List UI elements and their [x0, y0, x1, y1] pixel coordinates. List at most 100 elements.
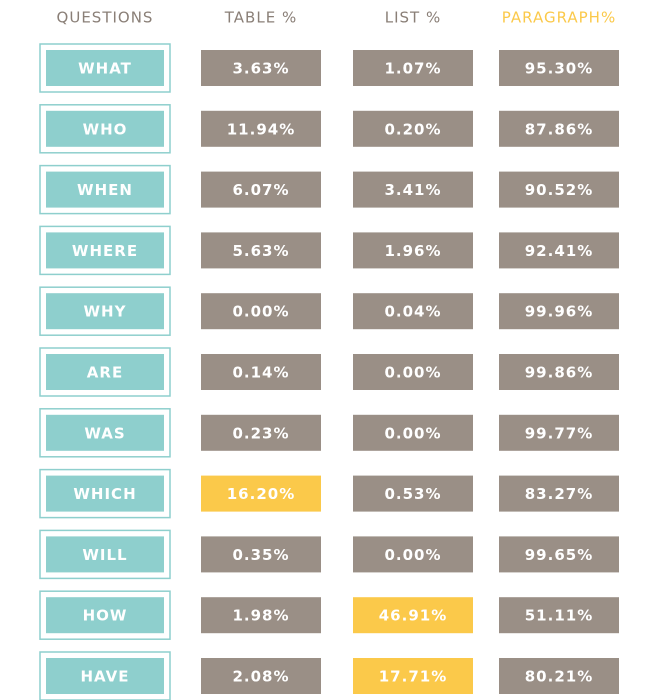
value-label: 95.30% — [525, 60, 593, 78]
question-frame — [39, 43, 171, 93]
value-label: 0.20% — [384, 120, 441, 138]
value-label: 99.77% — [525, 424, 593, 442]
value-label: 6.07% — [232, 181, 289, 199]
value-cell — [353, 232, 473, 269]
question-frame — [39, 164, 171, 215]
question-label: WHO — [83, 120, 128, 138]
value-label: 2.08% — [232, 668, 289, 686]
value-label: 11.94% — [227, 120, 295, 138]
column-header: QUESTIONS — [57, 9, 154, 27]
value-cell — [353, 293, 473, 330]
value-cell — [499, 475, 619, 512]
column-header: TABLE % — [224, 9, 297, 27]
question-box — [46, 536, 164, 573]
question-frame — [39, 225, 171, 276]
question-frame — [39, 590, 171, 640]
value-label: 83.27% — [525, 485, 593, 503]
question-frame — [39, 651, 171, 700]
question-frame — [39, 468, 171, 519]
question-label: WAS — [84, 424, 125, 442]
question-box — [46, 110, 164, 147]
question-label: WHERE — [72, 242, 138, 260]
column-header: PARAGRAPH% — [502, 9, 616, 27]
value-label: 16.20% — [227, 485, 295, 503]
value-cell — [353, 354, 473, 390]
question-box — [46, 658, 164, 694]
value-cell — [499, 414, 619, 451]
value-cell — [499, 597, 619, 634]
question-frame — [39, 104, 171, 154]
value-label: 17.71% — [379, 668, 447, 686]
value-cell — [201, 597, 321, 634]
question-label: HOW — [83, 607, 128, 625]
value-cell — [353, 597, 473, 634]
value-label: 0.00% — [232, 303, 289, 321]
value-label: 0.00% — [384, 424, 441, 442]
value-cell — [201, 232, 321, 269]
value-cell — [353, 475, 473, 512]
question-box — [46, 232, 164, 269]
value-label: 99.86% — [525, 364, 593, 382]
value-label: 99.65% — [525, 546, 593, 564]
value-label: 3.41% — [384, 181, 441, 199]
question-label: WHY — [84, 303, 127, 321]
value-label: 0.23% — [232, 424, 289, 442]
value-cell — [499, 536, 619, 573]
value-cell — [201, 475, 321, 512]
value-label: 99.96% — [525, 303, 593, 321]
value-cell — [201, 536, 321, 573]
value-cell — [201, 171, 321, 208]
value-label: 46.91% — [379, 607, 447, 625]
value-label: 90.52% — [525, 181, 593, 199]
value-label: 0.53% — [384, 485, 441, 503]
value-label: 51.11% — [525, 607, 593, 625]
question-label: HAVE — [81, 668, 130, 686]
value-label: 80.21% — [525, 668, 593, 686]
value-label: 0.04% — [384, 303, 441, 321]
question-box — [46, 414, 164, 451]
value-cell — [499, 50, 619, 86]
question-box — [46, 50, 164, 86]
question-label: ARE — [87, 364, 123, 382]
value-label: 0.00% — [384, 364, 441, 382]
value-cell — [201, 354, 321, 390]
question-label: WHEN — [77, 181, 133, 199]
value-cell — [201, 658, 321, 694]
value-label: 1.96% — [384, 242, 441, 260]
value-label: 87.86% — [525, 120, 593, 138]
value-cell — [353, 658, 473, 694]
value-cell — [353, 110, 473, 147]
value-cell — [499, 658, 619, 694]
value-cell — [201, 110, 321, 147]
value-cell — [499, 171, 619, 208]
value-cell — [201, 414, 321, 451]
value-label: 0.35% — [232, 546, 289, 564]
value-cell — [353, 50, 473, 86]
question-box — [46, 597, 164, 634]
value-label: 1.98% — [232, 607, 289, 625]
value-cell — [499, 293, 619, 330]
question-frame — [39, 286, 171, 336]
value-cell — [353, 414, 473, 451]
value-cell — [353, 171, 473, 208]
question-frame — [39, 529, 171, 580]
question-box — [46, 475, 164, 512]
value-cell — [201, 293, 321, 330]
question-frame — [39, 408, 171, 458]
value-label: 5.63% — [232, 242, 289, 260]
question-box — [46, 354, 164, 390]
question-label: WHICH — [73, 485, 136, 503]
value-label: 92.41% — [525, 242, 593, 260]
value-label: 0.00% — [384, 546, 441, 564]
question-label: WILL — [82, 546, 127, 564]
value-cell — [499, 354, 619, 390]
question-label: WHAT — [78, 60, 132, 78]
value-label: 3.63% — [232, 60, 289, 78]
question-box — [46, 293, 164, 330]
value-label: 1.07% — [384, 60, 441, 78]
question-box — [46, 171, 164, 208]
value-cell — [499, 110, 619, 147]
column-header: LIST % — [385, 9, 442, 27]
value-label: 0.14% — [232, 364, 289, 382]
